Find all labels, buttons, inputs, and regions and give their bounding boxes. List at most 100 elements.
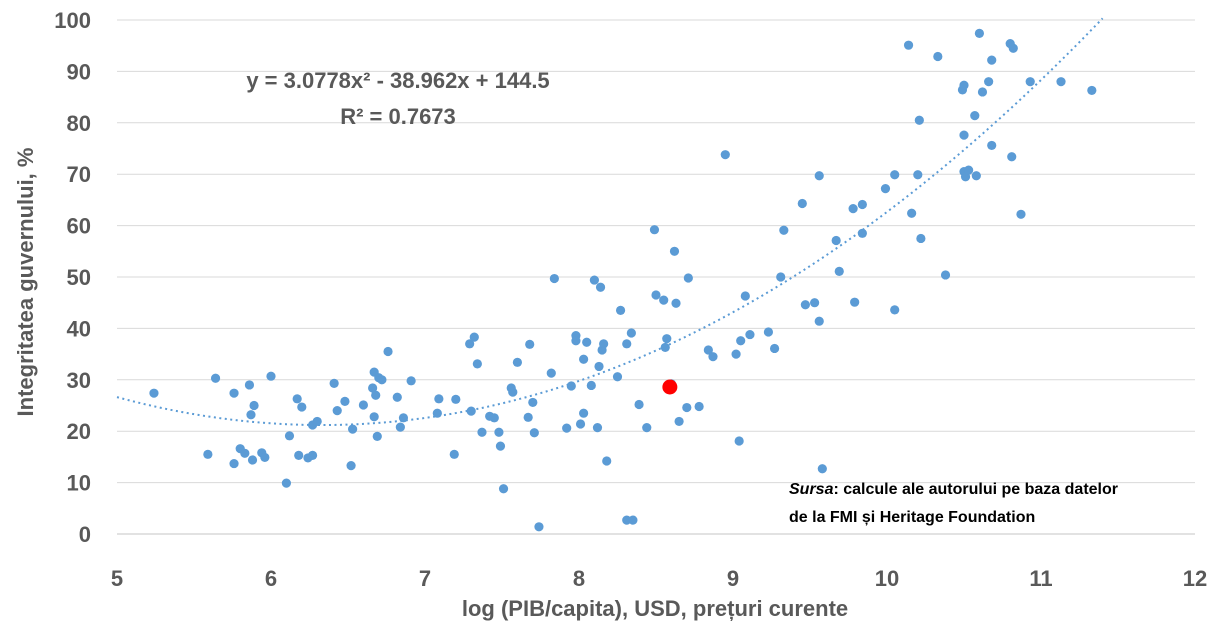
data-point [634,400,643,409]
data-point [340,397,349,406]
data-point [671,299,680,308]
y-tick-label: 80 [67,111,91,136]
data-point [913,170,922,179]
data-point [682,403,691,412]
data-point [987,141,996,150]
data-point [593,423,602,432]
source-label: Sursa [789,481,834,498]
data-point [524,413,533,422]
data-point [513,358,522,367]
data-point [473,359,482,368]
data-point [975,29,984,38]
x-tick-label: 9 [727,566,739,591]
data-point [987,55,996,64]
data-point [916,234,925,243]
data-point [941,270,950,279]
x-tick-label: 5 [111,566,123,591]
x-tick-label: 8 [573,566,585,591]
data-point [393,393,402,402]
data-point [662,334,671,343]
data-point [451,395,460,404]
data-point [240,449,249,458]
data-point [622,339,631,348]
source-note-2: de la FMI și Heritage Foundation [789,509,1035,526]
data-point [741,291,750,300]
data-point [587,381,596,390]
data-point [348,425,357,434]
data-point [815,171,824,180]
data-point [399,413,408,422]
data-point [567,381,576,390]
data-point [684,273,693,282]
data-point [798,199,807,208]
data-point [285,431,294,440]
data-point [731,350,740,359]
data-point [628,516,637,525]
data-point [832,236,841,245]
data-point [547,369,556,378]
data-point [651,290,660,299]
data-points [149,29,1096,532]
y-tick-label: 100 [54,8,91,33]
data-point [346,461,355,470]
data-point [858,229,867,238]
trendline-equation: y = 3.0778x² - 38.962x + 144.5 [246,68,549,93]
data-point [1056,77,1065,86]
data-point [297,402,306,411]
data-point [736,336,745,345]
x-axis-ticks: 5 6 7 8 9 10 11 12 [111,566,1207,591]
data-point [579,409,588,418]
data-point [972,171,981,180]
data-point [525,340,534,349]
data-point [528,398,537,407]
data-point [599,339,608,348]
data-point [695,402,704,411]
data-point [308,451,317,460]
data-point [499,484,508,493]
y-tick-label: 30 [67,368,91,393]
data-point [978,87,987,96]
data-point [801,300,810,309]
data-point [835,267,844,276]
data-point [964,165,973,174]
data-point [659,296,668,305]
data-point [596,283,605,292]
data-point [260,453,269,462]
data-point [211,374,220,383]
data-point [915,116,924,125]
data-point [616,306,625,315]
data-point [494,428,503,437]
source-text-1: : calcule ale autorului pe baza datelor [833,481,1118,498]
data-point [377,375,386,384]
y-tick-label: 10 [67,471,91,496]
data-point [764,327,773,336]
data-point [370,412,379,421]
data-point [721,150,730,159]
y-tick-label: 20 [67,419,91,444]
data-point [1016,210,1025,219]
data-point [661,343,670,352]
data-point [627,328,636,337]
data-point [1007,152,1016,161]
data-point [904,41,913,50]
data-point [858,200,867,209]
y-tick-label: 50 [67,265,91,290]
data-point [470,333,479,342]
data-point [642,423,651,432]
data-point [708,352,717,361]
data-point [770,344,779,353]
data-point [815,317,824,326]
y-tick-label: 40 [67,316,91,341]
y-axis-ticks: 0 10 20 30 40 50 60 70 80 90 100 [54,8,91,547]
data-point [579,355,588,364]
data-point [907,209,916,218]
data-point [970,111,979,120]
data-point [248,455,257,464]
data-point [330,379,339,388]
data-point [229,459,238,468]
data-point [933,52,942,61]
data-point [383,347,392,356]
data-point [571,336,580,345]
data-point [779,226,788,235]
